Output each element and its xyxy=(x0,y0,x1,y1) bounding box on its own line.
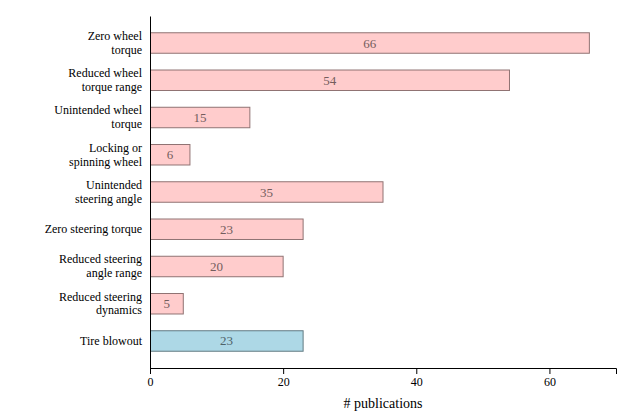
tick: Reduced wheeltorque range xyxy=(68,66,142,94)
tick-label-line: Reduced steering xyxy=(59,252,142,266)
tick: 0 xyxy=(148,368,154,389)
bar xyxy=(150,331,303,351)
tick-mark xyxy=(549,368,550,374)
data-label: 35 xyxy=(260,185,273,200)
tick-mark xyxy=(416,368,417,374)
tick: Unintendedsteering angle xyxy=(75,178,142,206)
tick-label: Unintendedsteering angle xyxy=(75,178,142,206)
bar xyxy=(150,107,250,127)
tick-label-line: steering angle xyxy=(75,192,142,206)
tick-label-line: spinning wheel xyxy=(69,154,143,168)
data-label: 54 xyxy=(323,73,337,88)
tick: Tire blowout xyxy=(80,334,143,348)
tick-label: Reduced steeringdynamics xyxy=(59,290,142,318)
tick-label: Reduced steeringangle range xyxy=(59,252,142,280)
tick: 40 xyxy=(411,368,423,389)
tick-label-line: torque range xyxy=(82,80,142,94)
bar xyxy=(150,219,303,239)
tick-label: 0 xyxy=(148,375,154,389)
tick-label-line: Unintended xyxy=(86,178,142,192)
tick-label-line: Tire blowout xyxy=(80,334,143,348)
bar xyxy=(150,33,589,53)
tick-mark xyxy=(283,368,284,374)
tick-label-line: Locking or xyxy=(89,141,142,155)
tick-label-line: Zero wheel xyxy=(88,29,143,43)
tick: Reduced steeringdynamics xyxy=(59,290,142,318)
bar xyxy=(150,294,183,314)
tick: Locking orspinning wheel xyxy=(69,141,143,169)
tick-label-line: Unintended wheel xyxy=(54,103,142,117)
axis-line xyxy=(150,17,151,369)
y-axis: Tire blowoutReduced steeringdynamicsRedu… xyxy=(45,17,151,369)
tick-label-line: torque xyxy=(111,117,142,131)
tick-label-line: angle range xyxy=(86,266,142,280)
data-label: 20 xyxy=(210,259,223,274)
bar xyxy=(150,182,383,202)
tick-label: Tire blowout xyxy=(80,334,143,348)
tick: 60 xyxy=(544,368,556,389)
tick-label-line: dynamics xyxy=(96,303,142,317)
tick-label: 20 xyxy=(278,375,290,389)
tick-label: Unintended wheeltorque xyxy=(54,103,142,131)
plot: 0204060Tire blowoutReduced steeringdynam… xyxy=(45,17,617,389)
data-label: 66 xyxy=(363,36,377,51)
tick-label: Reduced wheeltorque range xyxy=(68,66,142,94)
data-label: 23 xyxy=(220,333,233,348)
tick: Unintended wheeltorque xyxy=(54,103,142,131)
data-label: 5 xyxy=(163,296,170,311)
data-labels: 23 5 20 23 35 6 15 54 66 xyxy=(163,36,376,349)
tick-label-line: Zero steering torque xyxy=(45,222,142,236)
tick-label-line: Reduced steering xyxy=(59,290,142,304)
tick-label-line: Reduced wheel xyxy=(68,66,142,80)
data-label: 6 xyxy=(167,147,174,162)
x-axis: 0 20 40 60 xyxy=(148,368,617,389)
tick-mark xyxy=(150,368,151,374)
tick-label-line: torque xyxy=(111,43,142,57)
tick-label: 40 xyxy=(411,375,423,389)
bar xyxy=(150,256,283,276)
tick: Zero wheeltorque xyxy=(88,29,143,57)
bars xyxy=(150,33,589,351)
data-label: 15 xyxy=(193,110,206,125)
tick: Zero steering torque xyxy=(45,222,142,236)
tick-label: 60 xyxy=(544,375,556,389)
axis-line xyxy=(151,369,617,375)
x-axis-title: # publications xyxy=(344,396,423,411)
data-label: 23 xyxy=(220,222,233,237)
tick-label: Zero wheeltorque xyxy=(88,29,143,57)
tick: 20 xyxy=(278,368,290,389)
tick-label: Zero steering torque xyxy=(45,222,142,236)
tick: Reduced steeringangle range xyxy=(59,252,142,280)
bar xyxy=(150,145,190,165)
tick-label: Locking orspinning wheel xyxy=(69,141,143,169)
chart: 0204060Tire blowoutReduced steeringdynam… xyxy=(0,0,640,420)
bar xyxy=(150,70,509,90)
